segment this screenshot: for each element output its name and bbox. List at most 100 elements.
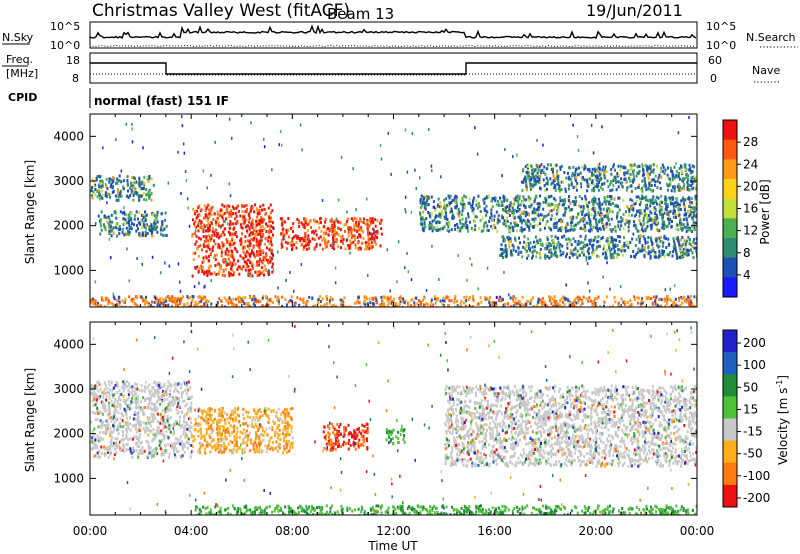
heatmap-cell bbox=[151, 385, 154, 389]
heatmap-cell bbox=[304, 241, 307, 244]
heatmap-cell bbox=[661, 226, 664, 230]
heatmap-cell bbox=[205, 302, 207, 306]
heatmap-cell bbox=[603, 198, 606, 202]
heatmap-cell bbox=[352, 240, 355, 244]
heatmap-cell bbox=[152, 386, 155, 390]
heatmap-cell bbox=[330, 217, 333, 221]
heatmap-cell bbox=[416, 302, 419, 306]
heatmap-cell bbox=[564, 189, 567, 193]
heatmap-cell bbox=[634, 202, 637, 205]
heatmap-cell bbox=[466, 224, 469, 228]
heatmap-cell bbox=[123, 206, 125, 210]
heatmap-cell bbox=[608, 235, 611, 239]
heatmap-cell bbox=[109, 434, 112, 438]
heatmap-cell bbox=[296, 217, 299, 221]
heatmap-cell bbox=[254, 304, 257, 307]
heatmap-cell bbox=[302, 236, 305, 240]
heatmap-cell bbox=[524, 206, 527, 210]
heatmap-cell bbox=[638, 170, 640, 174]
heatmap-cell bbox=[500, 216, 503, 220]
heatmap-cell bbox=[542, 303, 544, 307]
heatmap-cell bbox=[536, 166, 539, 170]
heatmap-cell bbox=[115, 216, 118, 220]
heatmap-cell bbox=[488, 219, 491, 223]
heatmap-cell bbox=[674, 303, 677, 307]
heatmap-cell bbox=[641, 227, 643, 231]
heatmap-cell bbox=[669, 209, 672, 213]
heatmap-cell bbox=[685, 248, 688, 252]
heatmap-cell bbox=[521, 229, 524, 233]
heatmap-cell bbox=[690, 201, 693, 205]
heatmap-cell bbox=[483, 207, 486, 211]
heatmap-cell bbox=[549, 296, 551, 300]
heatmap-cell bbox=[503, 196, 506, 199]
heatmap-cell bbox=[255, 240, 258, 244]
heatmap-cell bbox=[693, 246, 696, 250]
heatmap-cell bbox=[651, 198, 654, 202]
heatmap-cell bbox=[594, 236, 597, 240]
heatmap-cell bbox=[575, 216, 578, 220]
heatmap-cell bbox=[499, 247, 502, 251]
heatmap-cell bbox=[685, 218, 688, 222]
heatmap-cell bbox=[225, 217, 228, 221]
heatmap-cell bbox=[675, 216, 677, 219]
heatmap-cell bbox=[339, 228, 342, 232]
heatmap-cell bbox=[353, 225, 356, 229]
heatmap-cell bbox=[472, 196, 475, 200]
heatmap-cell bbox=[153, 405, 156, 409]
heatmap-cell bbox=[661, 169, 664, 173]
heatmap-cell bbox=[202, 235, 205, 239]
heatmap-cell bbox=[511, 243, 514, 247]
heatmap-cell bbox=[502, 216, 505, 220]
heatmap-cell bbox=[533, 199, 536, 203]
heatmap-cell bbox=[256, 270, 259, 274]
heatmap-cell bbox=[215, 223, 218, 227]
heatmap-cell bbox=[214, 258, 217, 262]
heatmap-cell bbox=[213, 233, 216, 237]
heatmap-cell bbox=[231, 205, 234, 209]
heatmap-cell bbox=[604, 256, 607, 260]
heatmap-cell bbox=[201, 297, 204, 301]
heatmap-cell bbox=[593, 209, 596, 213]
heatmap-cell bbox=[504, 246, 507, 250]
heatmap-cell bbox=[504, 302, 507, 306]
heatmap-cell bbox=[268, 248, 271, 252]
heatmap-cell bbox=[632, 169, 635, 173]
ytick-label: 3000 bbox=[53, 174, 84, 188]
heatmap-cell bbox=[228, 204, 231, 208]
heatmap-cell bbox=[448, 196, 451, 200]
heatmap-cell bbox=[679, 303, 682, 307]
heatmap-cell bbox=[673, 247, 676, 251]
heatmap-cell bbox=[137, 227, 139, 231]
heatmap-cell bbox=[255, 243, 258, 247]
heatmap-cell bbox=[682, 179, 685, 183]
heatmap-cell bbox=[202, 295, 205, 299]
heatmap-cell bbox=[133, 176, 135, 180]
heatmap-cell bbox=[641, 179, 644, 183]
heatmap-cell bbox=[516, 153, 518, 157]
heatmap-cell bbox=[511, 205, 514, 209]
heatmap-cell bbox=[529, 247, 532, 251]
heatmap-cell bbox=[259, 232, 262, 236]
heatmap-cell bbox=[592, 300, 595, 303]
heatmap-cell bbox=[629, 173, 632, 177]
heatmap-cell bbox=[105, 395, 108, 399]
heatmap-cell bbox=[647, 219, 650, 223]
heatmap-cell bbox=[104, 305, 107, 307]
heatmap-cell bbox=[514, 297, 517, 301]
heatmap-cell bbox=[662, 227, 665, 231]
heatmap-cell bbox=[682, 184, 685, 188]
heatmap-cell bbox=[514, 238, 517, 242]
heatmap-cell bbox=[482, 229, 485, 233]
heatmap-cell bbox=[131, 181, 134, 185]
heatmap-cell bbox=[313, 238, 316, 241]
heatmap-cell bbox=[177, 450, 180, 454]
heatmap-cell bbox=[589, 239, 592, 243]
heatmap-cell bbox=[616, 205, 619, 209]
heatmap-cell bbox=[608, 200, 611, 204]
heatmap-cell bbox=[161, 429, 164, 433]
heatmap-cell bbox=[326, 241, 329, 245]
heatmap-cell bbox=[670, 166, 672, 170]
heatmap-cell bbox=[672, 205, 675, 209]
